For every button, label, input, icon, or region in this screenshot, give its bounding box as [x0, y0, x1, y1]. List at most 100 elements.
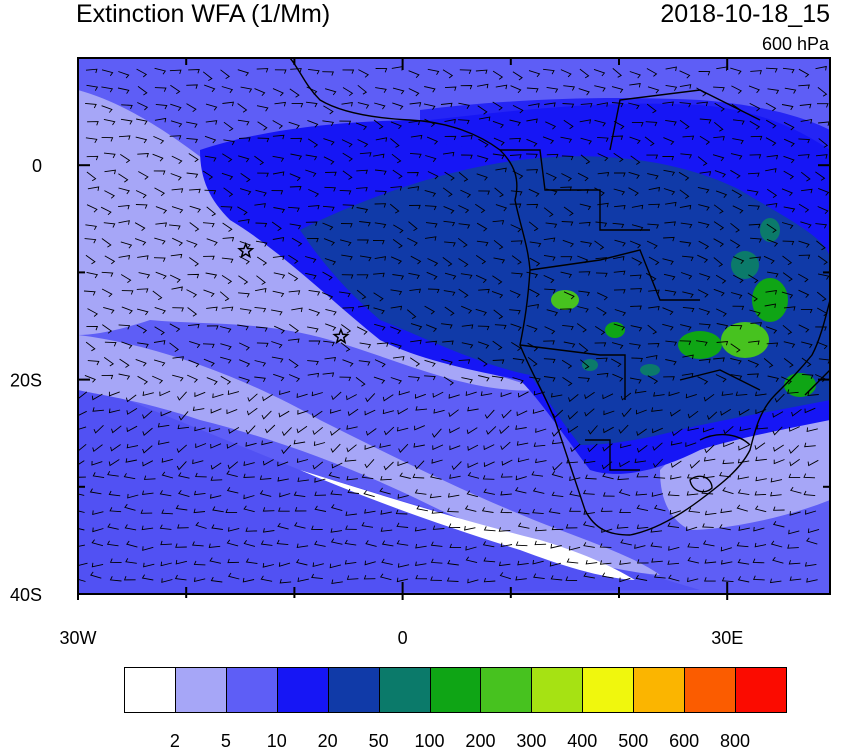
colorbar-swatch [531, 667, 584, 713]
wind-barb [356, 207, 369, 214]
wind-barb [783, 341, 796, 348]
wind-barb [177, 424, 190, 430]
wind-barb [578, 88, 590, 96]
green-patch [678, 331, 722, 359]
wind-barb [668, 574, 680, 582]
wind-barb [596, 307, 607, 316]
wind-barb [679, 70, 691, 79]
wind-barb [611, 342, 624, 349]
wind-barb [781, 188, 793, 197]
wind-barb [374, 323, 386, 331]
green-patch [640, 364, 660, 376]
wind-barb [599, 543, 612, 548]
wind-barb [104, 169, 116, 175]
wind-barb [373, 272, 385, 278]
wind-barb [748, 85, 760, 94]
wind-barb [311, 525, 323, 530]
wind-barb [256, 105, 269, 112]
wind-barb [560, 136, 573, 143]
wind-barb [561, 221, 574, 226]
wind-barb [397, 563, 410, 568]
wind-barb [630, 305, 642, 310]
wind-barb [187, 307, 198, 317]
wind-barb [614, 239, 626, 247]
wind-barb [498, 561, 511, 567]
wind-barb [86, 204, 98, 213]
wind-barb [613, 323, 626, 331]
wind-barb [311, 391, 323, 397]
wind-barb [103, 152, 116, 159]
wind-barb [630, 155, 641, 165]
wind-barb [526, 87, 539, 93]
wind-barb [246, 407, 258, 416]
wind-barb [686, 474, 699, 479]
colorbar-label: 400 [567, 731, 598, 751]
wind-barb [731, 189, 743, 199]
wind-barb [467, 578, 479, 584]
wind-barb [461, 154, 473, 160]
wind-barb [621, 407, 632, 418]
wind-barb [254, 306, 267, 313]
wind-barb [342, 204, 355, 210]
wind-barb [443, 290, 456, 296]
wind-barb [713, 86, 725, 92]
wind-barb [816, 341, 828, 350]
wind-barb [408, 272, 420, 280]
wind-barb [798, 68, 810, 78]
wind-barb [613, 172, 626, 177]
wind-barb [374, 169, 387, 176]
wind-barb [584, 391, 595, 400]
wind-barb [798, 289, 810, 298]
wind-barb [772, 506, 785, 511]
wind-barb [681, 373, 694, 378]
wind-barb [569, 507, 581, 512]
wind-barb [714, 102, 725, 112]
wind-barb [747, 292, 758, 302]
wind-barb [255, 222, 268, 228]
wind-barb [138, 171, 149, 180]
wind-barb [397, 408, 409, 415]
wind-barb [772, 426, 783, 436]
wind-barb [264, 424, 276, 434]
wind-barb [194, 391, 206, 398]
wind-barb [344, 457, 357, 462]
wind-barb [444, 135, 457, 141]
wind-barb [161, 578, 173, 583]
wind-barb [255, 189, 267, 197]
wind-barb [194, 426, 206, 432]
wind-barb [566, 458, 578, 464]
wind-barb [175, 559, 188, 565]
wind-barb [120, 154, 131, 164]
wind-barb [685, 393, 697, 399]
wind-barb [126, 425, 138, 433]
wind-barb [464, 505, 477, 512]
wind-barb [118, 173, 129, 183]
wind-barb [279, 578, 292, 584]
wind-barb [713, 257, 724, 267]
wind-barb [375, 87, 387, 93]
wind-barb [78, 443, 87, 452]
wind-barb [731, 85, 742, 94]
wind-barb [782, 272, 793, 282]
wind-barb [203, 358, 215, 367]
wind-barb [254, 88, 266, 97]
wind-barb [78, 544, 85, 547]
map-plot: 0 20S 40S 30W 0 30E [10, 57, 831, 648]
wind-barb [226, 539, 239, 547]
wind-barb [753, 575, 765, 581]
wind-barb [459, 69, 472, 74]
wind-barb [563, 85, 576, 91]
wind-barb [560, 186, 572, 191]
wind-barb [510, 224, 522, 233]
colorbar-swatch [276, 667, 330, 713]
wind-barb [767, 271, 779, 278]
green-patch [582, 359, 598, 371]
wind-barb [544, 288, 556, 294]
wind-barb [697, 254, 709, 263]
wind-barb [697, 156, 708, 166]
wind-barb [635, 574, 648, 581]
wind-barb [614, 204, 626, 210]
wind-barb [765, 102, 777, 112]
wind-barb [697, 376, 709, 385]
wind-barb [101, 69, 114, 77]
